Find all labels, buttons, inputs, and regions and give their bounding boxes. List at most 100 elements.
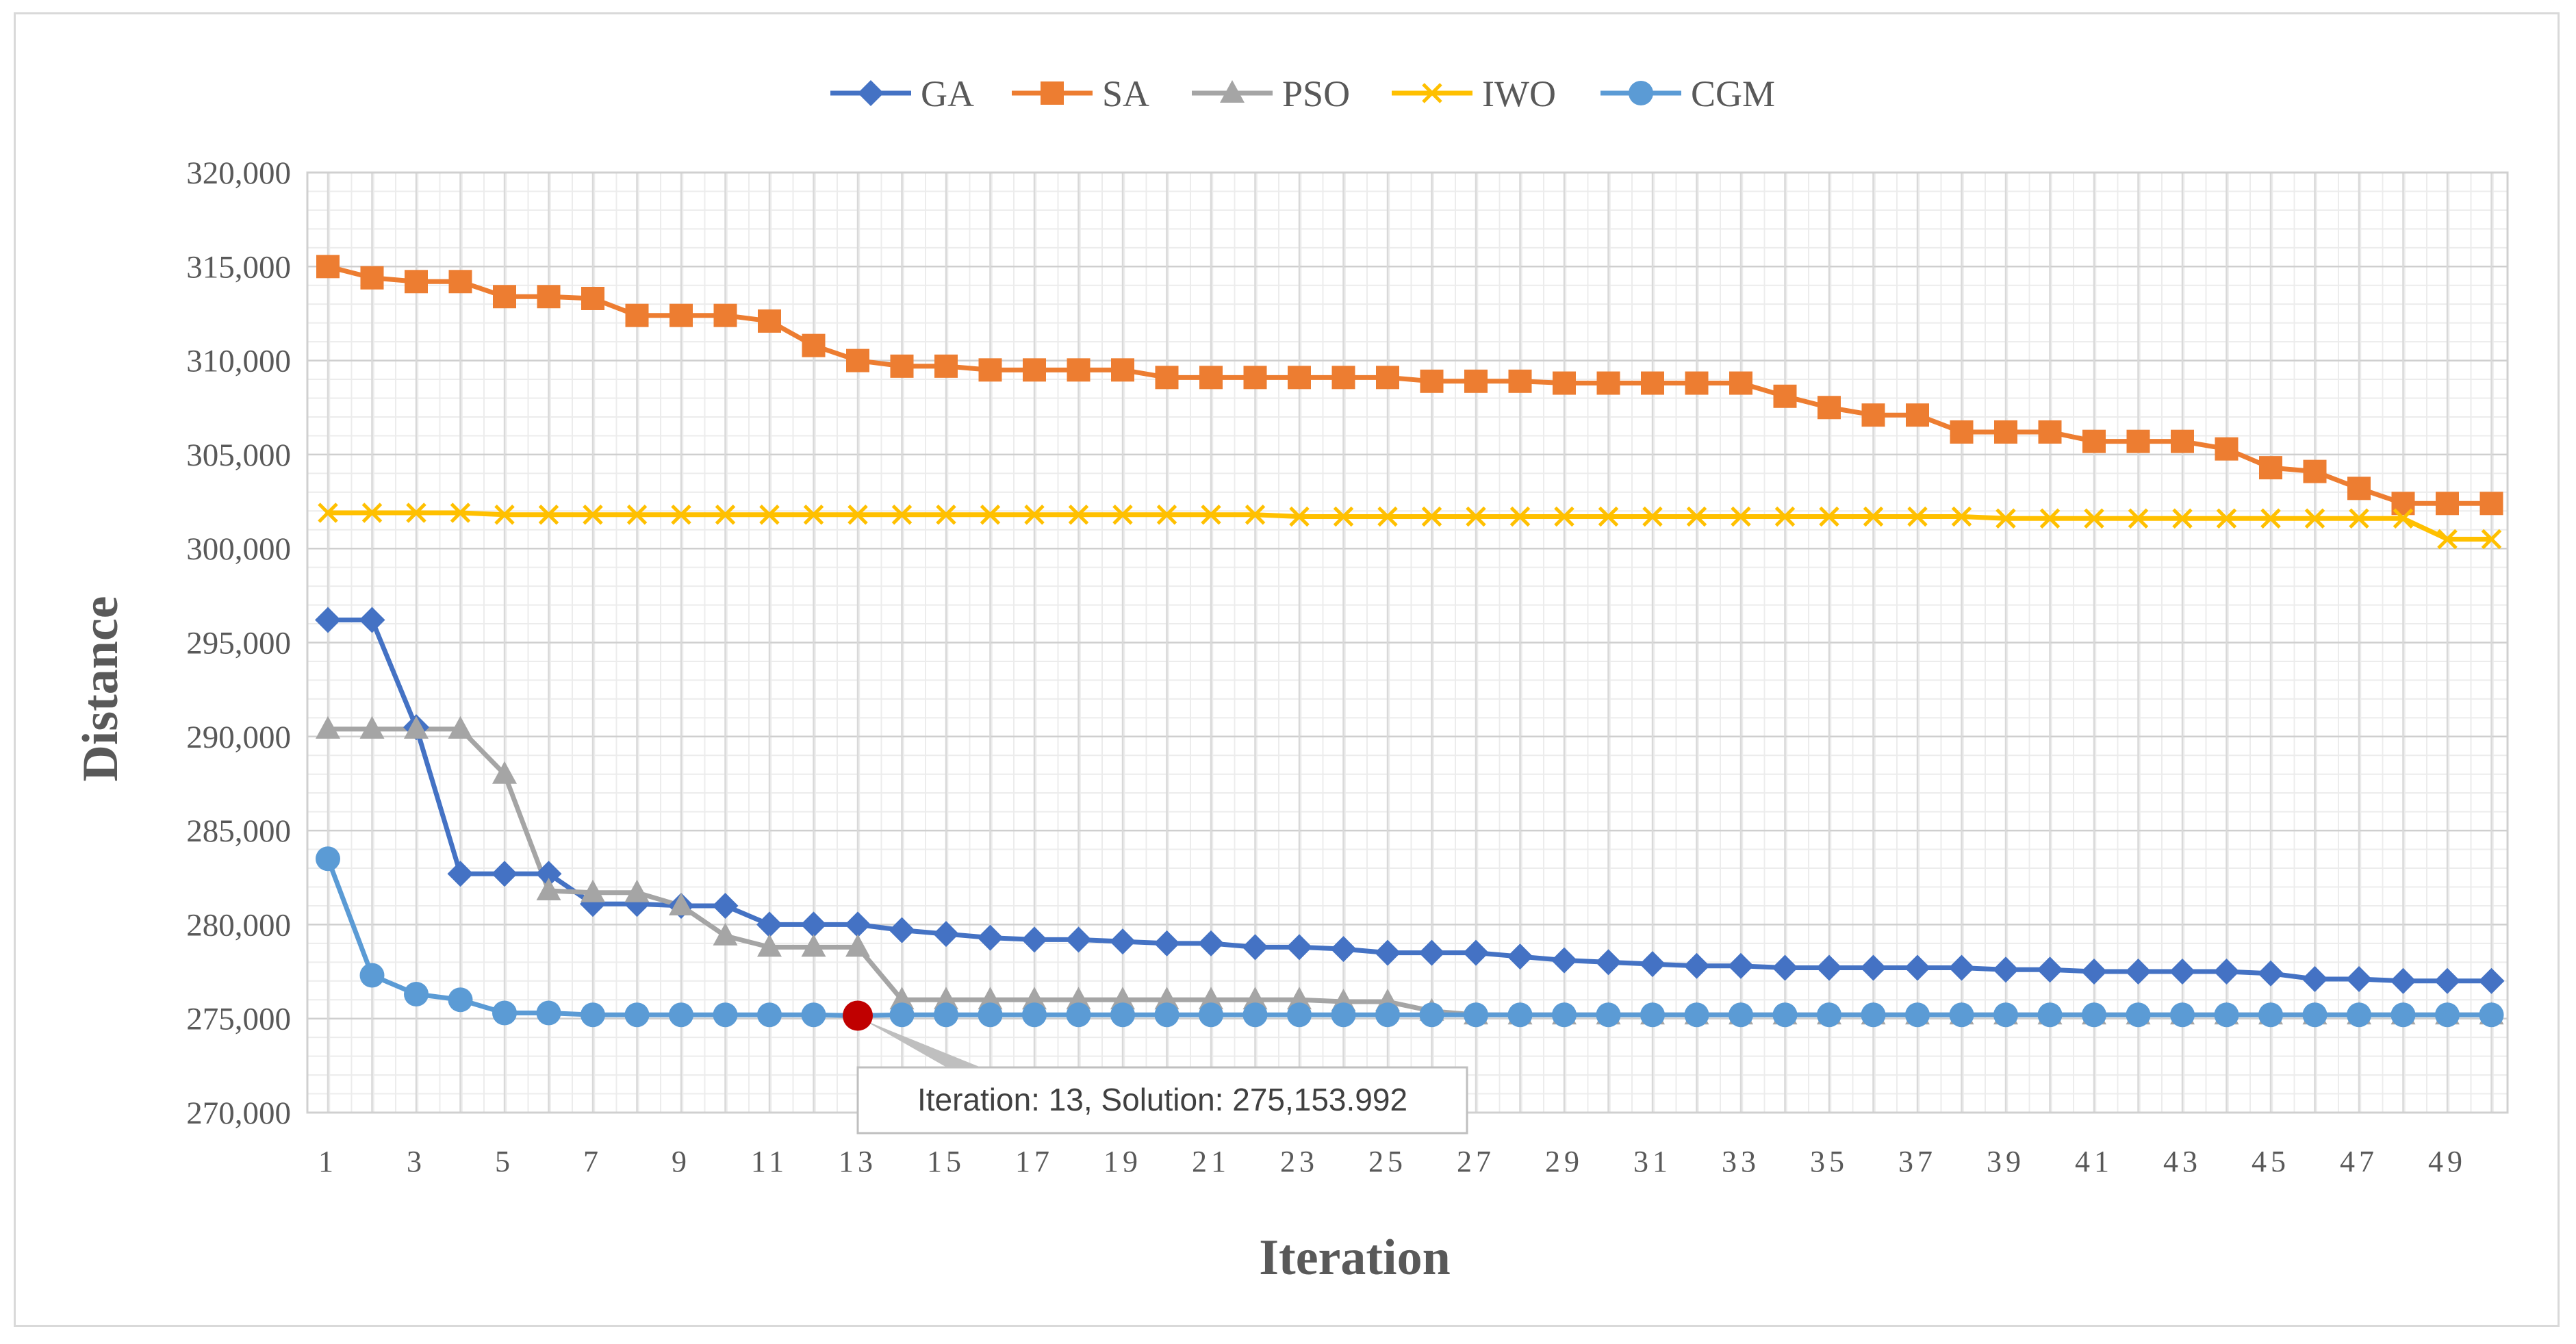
sa-point <box>2215 437 2239 461</box>
x-tick-label: 21 <box>1192 1145 1230 1178</box>
sa-point <box>802 333 826 357</box>
cgm-point <box>1905 1002 1930 1028</box>
sa-point <box>2303 459 2327 483</box>
ga-point <box>2125 959 2152 985</box>
cgm-point <box>1507 1002 1533 1028</box>
cgm-point <box>1331 1002 1356 1028</box>
sa-point <box>1508 369 1532 393</box>
sa-point <box>537 285 561 309</box>
legend-entry-pso: PSO <box>1192 73 1350 114</box>
ga-point <box>889 917 915 943</box>
x-tick-label: 41 <box>2075 1145 2113 1178</box>
sa-point <box>1729 371 1752 395</box>
y-tick-label: 305,000 <box>186 438 291 473</box>
ga-point <box>1551 947 1577 974</box>
ga-point <box>756 911 782 938</box>
x-marker-stroke <box>450 503 471 523</box>
legend-entry-cgm: CGM <box>1601 73 1775 114</box>
cgm-point <box>669 1002 693 1028</box>
x-tick-label: 29 <box>1545 1145 1583 1178</box>
x-tick-label: 31 <box>1633 1145 1672 1178</box>
x-marker-stroke <box>318 503 338 523</box>
x-tick-label: 7 <box>583 1145 602 1178</box>
cgm-point <box>1419 1002 1444 1028</box>
cgm-point <box>2435 1002 2460 1028</box>
ga-point <box>2169 959 2195 985</box>
cgm-point <box>801 1002 826 1028</box>
ga-point <box>2346 966 2372 993</box>
cgm-point <box>2037 1002 2063 1028</box>
x-marker-stroke <box>2039 508 2061 529</box>
annotation-box <box>856 1066 1468 1134</box>
cgm-point <box>1066 1002 1091 1028</box>
x-marker-stroke <box>715 505 736 525</box>
cgm-point <box>2390 1002 2416 1028</box>
cgm-point <box>2170 1002 2195 1028</box>
sa-point <box>1773 384 1797 408</box>
ga-point <box>492 861 518 887</box>
ga-point <box>2301 966 2328 993</box>
iwo-point <box>671 505 691 525</box>
x-marker-stroke <box>2216 508 2237 529</box>
ga-point <box>2258 960 2284 987</box>
series-line-cgm <box>325 858 2492 1018</box>
x-marker-stroke <box>1731 506 1751 527</box>
iwo-point <box>980 505 1001 525</box>
annotation-label: Iteration: 13, Solution: 275,153.992 <box>917 1082 1407 1117</box>
cgm-point <box>1287 1002 1312 1028</box>
x-marker-stroke <box>1907 506 1928 527</box>
x-marker-stroke <box>2437 529 2458 550</box>
annotation-highlight-point <box>843 1000 873 1031</box>
pso-point <box>713 922 738 946</box>
cgm-point <box>1552 1002 1577 1028</box>
sa-point <box>1199 366 1223 390</box>
cgm-point <box>1110 1002 1135 1028</box>
cgm-point <box>316 846 340 872</box>
ga-point <box>1021 926 1047 953</box>
sa-point <box>1111 358 1134 382</box>
x-tick-label: 33 <box>1722 1145 1760 1178</box>
iwo-point <box>2084 508 2104 529</box>
legend-marker-sa <box>1041 81 1064 105</box>
sa-point <box>1155 366 1179 390</box>
cgm-point <box>1596 1002 1621 1028</box>
ga-point <box>535 861 562 887</box>
x-marker-stroke <box>1024 505 1045 525</box>
ga-point <box>712 892 739 919</box>
series-line-iwo <box>328 510 2492 542</box>
x-marker-stroke <box>803 505 824 525</box>
x-marker-stroke <box>2260 508 2281 529</box>
legend-label-ga: GA <box>921 73 974 114</box>
iwo-point <box>1907 506 1928 527</box>
pso-point <box>1154 987 1179 1010</box>
x-marker-stroke <box>626 505 648 525</box>
x-marker-stroke <box>2393 508 2414 529</box>
pso-point <box>801 934 826 957</box>
cgm-point <box>1022 1002 1047 1028</box>
x-tick-label: 27 <box>1457 1145 1495 1178</box>
ga-point <box>800 911 827 938</box>
iwo-point <box>2393 508 2414 529</box>
iwo-point <box>450 503 471 523</box>
pso-point <box>934 987 958 1010</box>
pso-point <box>889 987 915 1010</box>
ga-point <box>1860 954 1887 981</box>
iwo-point <box>1774 506 1796 527</box>
iwo-point <box>1421 506 1442 527</box>
series-markers-sa <box>316 255 2503 516</box>
y-tick-label: 310,000 <box>186 344 291 379</box>
legend: GA SA PSO IWO CGM <box>830 73 1775 114</box>
x-marker-stroke <box>2304 508 2325 529</box>
x-tick-label: 39 <box>1987 1145 2025 1178</box>
sa-point <box>2259 456 2282 480</box>
sa-point <box>1331 366 1355 390</box>
cgm-point <box>492 1000 517 1026</box>
iwo-point <box>1554 506 1574 527</box>
x-marker-stroke <box>1686 506 1707 527</box>
y-tick-label: 290,000 <box>186 720 291 755</box>
cgm-point <box>404 982 429 1007</box>
sa-point <box>1994 420 2017 444</box>
x-marker-stroke <box>1995 508 2016 529</box>
x-marker-stroke <box>1333 506 1354 527</box>
x-marker-stroke <box>980 505 1001 525</box>
